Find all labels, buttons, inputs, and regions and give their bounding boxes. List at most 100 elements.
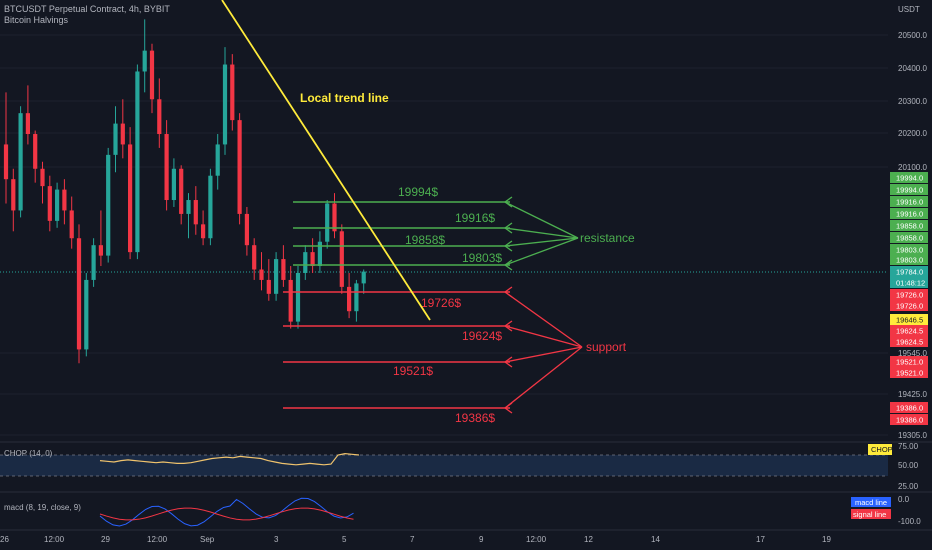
price-tick: 19425.0	[898, 390, 927, 399]
resistance-level-label: 19858$	[405, 233, 445, 247]
price-labels: 19994.0 19994.0 19916.0 19916.0 19858.0 19858…	[890, 172, 928, 425]
chop-badge-text: CHOP	[871, 445, 893, 454]
candle[interactable]	[230, 64, 235, 121]
candle[interactable]	[171, 168, 176, 201]
candle[interactable]	[18, 113, 23, 211]
price-label-text: 19994.0	[896, 174, 923, 183]
candle[interactable]	[252, 245, 257, 270]
resistance-levels[interactable]: 19994$ 19916$ 19858$ 19803$ resistance	[293, 185, 635, 271]
price-label-text: 19994.0	[896, 186, 923, 195]
time-tick: 26	[0, 535, 9, 544]
chop-tick: 75.00	[898, 442, 919, 451]
support-level-label: 19624$	[462, 329, 502, 343]
price-label-badge	[890, 289, 928, 300]
candle[interactable]	[295, 272, 301, 322]
candle[interactable]	[135, 71, 140, 253]
local-trend-line[interactable]	[221, 0, 431, 321]
candle[interactable]	[40, 168, 45, 187]
candle[interactable]	[120, 123, 125, 145]
chart-legend: BTCUSDT Perpetual Contract, 4h, BYBIT Bi…	[4, 4, 170, 26]
signal-line	[99, 507, 354, 521]
macd-tick: -100.0	[898, 517, 921, 526]
candle[interactable]	[317, 241, 322, 267]
price-label-text: 19646.5	[896, 316, 923, 325]
candle[interactable]	[128, 144, 133, 253]
candle[interactable]	[142, 50, 147, 72]
candle[interactable]	[201, 224, 206, 239]
candle[interactable]	[106, 154, 111, 256]
candle[interactable]	[222, 64, 228, 145]
candle[interactable]	[215, 144, 220, 176]
candle[interactable]	[274, 259, 279, 294]
candle[interactable]	[3, 144, 9, 180]
candle[interactable]	[339, 231, 344, 287]
chop-pane[interactable]: CHOP (14, 0) CHOP 75.00 50.00 25.00	[0, 441, 932, 491]
resistance-level-label: 19994$	[398, 185, 438, 199]
price-label-badge	[890, 196, 928, 207]
candle[interactable]	[149, 50, 155, 100]
candle[interactable]	[91, 245, 96, 280]
price-label-badge	[890, 356, 928, 367]
macd-line	[99, 497, 354, 527]
candle[interactable]	[47, 186, 52, 221]
price-tick: 20400.0	[898, 64, 927, 73]
price-label-badge	[890, 336, 928, 347]
time-tick: 29	[101, 535, 110, 544]
signal-legend-swatch	[851, 509, 891, 519]
candle[interactable]	[179, 168, 184, 214]
price-tick: 20500.0	[898, 31, 927, 40]
price-label-badge	[890, 314, 928, 325]
price-label-badge	[890, 300, 928, 311]
candle[interactable]	[113, 123, 118, 155]
time-tick: 12:00	[147, 535, 168, 544]
candle[interactable]	[25, 113, 30, 135]
support-arrows	[503, 286, 583, 414]
candle[interactable]	[76, 238, 82, 350]
price-label-badge	[890, 232, 928, 243]
price-label-text: 19784.0	[896, 268, 923, 277]
time-axis[interactable]: 26 12:00 29 12:00 Sep 3 5 7 9 12:00 12 1…	[0, 529, 932, 544]
support-level-label: 19726$	[421, 296, 461, 310]
candle[interactable]	[55, 189, 60, 221]
time-tick: 5	[342, 535, 347, 544]
candle[interactable]	[347, 286, 352, 312]
candle[interactable]	[98, 245, 103, 256]
candle[interactable]	[310, 252, 315, 267]
candle[interactable]	[84, 279, 89, 350]
time-tick: 14	[651, 535, 660, 544]
price-label-text: 01:48:12	[896, 279, 925, 288]
candle[interactable]	[208, 175, 213, 239]
candle[interactable]	[266, 279, 271, 294]
candle[interactable]	[244, 213, 249, 246]
candle[interactable]	[33, 134, 38, 169]
candle[interactable]	[281, 259, 286, 280]
price-label-text: 19916.0	[896, 198, 923, 207]
price-label-text: 19858.0	[896, 222, 923, 231]
candle[interactable]	[237, 120, 242, 214]
time-tick: 12:00	[44, 535, 65, 544]
candle[interactable]	[354, 283, 359, 312]
macd-pane[interactable]: macd (8, 19, close, 9) 0.0 -100.0 macd l…	[0, 491, 932, 527]
chop-band	[0, 455, 888, 476]
price-label-text: 19726.0	[896, 302, 923, 311]
candle[interactable]	[11, 179, 16, 211]
support-levels[interactable]: 19726$ 19624$ 19521$ 19386$ support	[283, 286, 627, 425]
price-tick: 20300.0	[898, 97, 927, 106]
candle[interactable]	[332, 203, 337, 232]
candle[interactable]	[164, 134, 169, 201]
candle[interactable]	[193, 200, 198, 225]
candle[interactable]	[259, 269, 264, 280]
candle[interactable]	[69, 210, 74, 239]
candle[interactable]	[157, 99, 162, 135]
candle[interactable]	[361, 271, 366, 284]
candle[interactable]	[303, 252, 308, 273]
chop-tick: 50.00	[898, 461, 919, 470]
candle[interactable]	[62, 189, 67, 211]
price-label-text: 19858.0	[896, 234, 923, 243]
candles[interactable]	[3, 19, 366, 364]
candle[interactable]	[288, 279, 293, 322]
candle[interactable]	[186, 200, 191, 214]
candle[interactable]	[325, 203, 330, 242]
price-tick: 19545.0	[898, 349, 927, 358]
